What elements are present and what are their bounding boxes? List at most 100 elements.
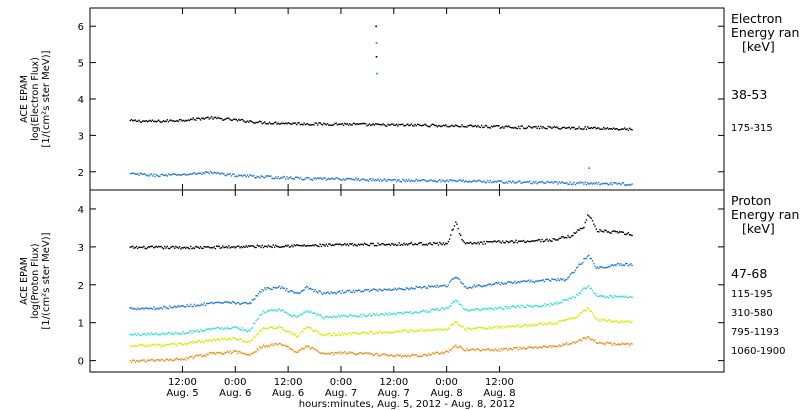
data-point bbox=[404, 288, 406, 291]
data-point bbox=[563, 182, 565, 184]
data-point bbox=[513, 347, 515, 349]
data-point bbox=[500, 327, 503, 329]
data-point bbox=[282, 176, 284, 178]
data-point bbox=[338, 351, 340, 353]
data-point bbox=[548, 305, 551, 307]
data-point bbox=[399, 124, 401, 126]
data-point bbox=[374, 314, 377, 316]
legend-unit: [keV] bbox=[742, 221, 775, 236]
data-point bbox=[615, 231, 617, 233]
y-tick-label: 2 bbox=[78, 281, 84, 292]
data-point bbox=[587, 286, 589, 288]
data-point bbox=[420, 242, 422, 244]
data-point bbox=[559, 182, 562, 184]
data-point bbox=[573, 297, 575, 299]
data-point bbox=[584, 221, 586, 224]
data-point bbox=[222, 302, 224, 304]
data-point bbox=[213, 327, 215, 329]
data-point bbox=[262, 344, 265, 346]
data-point bbox=[448, 179, 451, 181]
data-point bbox=[548, 181, 551, 184]
data-point bbox=[599, 341, 601, 343]
data-point bbox=[149, 334, 151, 336]
data-point bbox=[587, 214, 589, 216]
data-point bbox=[596, 183, 599, 185]
data-point bbox=[501, 240, 504, 242]
data-point bbox=[483, 240, 485, 243]
data-point bbox=[394, 178, 397, 181]
data-point bbox=[312, 347, 314, 349]
data-point bbox=[600, 128, 602, 130]
data-point bbox=[358, 179, 361, 182]
data-point bbox=[239, 175, 241, 177]
data-point bbox=[227, 301, 229, 303]
data-point bbox=[482, 126, 484, 129]
data-point bbox=[356, 245, 358, 247]
data-point bbox=[212, 327, 214, 330]
data-point bbox=[285, 289, 287, 292]
data-point bbox=[490, 349, 493, 351]
data-point bbox=[430, 354, 432, 356]
data-point bbox=[631, 129, 633, 131]
data-point bbox=[545, 278, 547, 281]
data-point bbox=[429, 311, 431, 313]
data-point bbox=[402, 355, 404, 357]
data-point bbox=[333, 244, 335, 247]
data-point bbox=[148, 246, 150, 248]
data-point bbox=[492, 307, 494, 310]
data-point bbox=[261, 123, 263, 125]
data-point bbox=[345, 178, 347, 180]
data-point bbox=[143, 333, 145, 336]
data-point bbox=[554, 181, 557, 183]
data-point bbox=[350, 124, 352, 126]
data-point bbox=[611, 296, 613, 298]
data-point bbox=[342, 244, 345, 246]
data-point bbox=[547, 125, 549, 128]
data-point bbox=[329, 332, 331, 335]
data-point bbox=[590, 217, 593, 220]
data-point bbox=[423, 124, 425, 126]
data-point bbox=[362, 122, 364, 125]
data-point bbox=[624, 320, 626, 323]
data-point bbox=[453, 345, 456, 348]
data-point bbox=[519, 326, 521, 328]
data-point bbox=[409, 180, 411, 183]
data-point bbox=[430, 285, 432, 288]
data-point bbox=[182, 247, 184, 249]
data-point bbox=[341, 244, 344, 246]
data-point bbox=[500, 127, 503, 129]
data-point bbox=[178, 119, 181, 121]
y-axis-label: log(Proton Flux) bbox=[30, 243, 41, 318]
data-point bbox=[593, 182, 595, 184]
data-point bbox=[423, 353, 425, 356]
data-point bbox=[293, 292, 295, 294]
data-point bbox=[405, 329, 408, 331]
data-point bbox=[335, 352, 337, 354]
data-point bbox=[169, 305, 171, 307]
data-point bbox=[498, 240, 500, 242]
data-point bbox=[187, 173, 189, 176]
data-point bbox=[177, 359, 180, 361]
data-point bbox=[370, 124, 372, 127]
data-point bbox=[150, 120, 152, 123]
data-point bbox=[541, 305, 543, 307]
data-point bbox=[228, 245, 230, 247]
data-point bbox=[241, 175, 244, 177]
data-point bbox=[187, 343, 189, 345]
data-point bbox=[420, 287, 422, 289]
data-point bbox=[408, 243, 410, 245]
data-point bbox=[515, 239, 517, 241]
data-point bbox=[392, 355, 394, 358]
data-point bbox=[345, 123, 347, 125]
data-point bbox=[558, 237, 560, 240]
data-point bbox=[495, 282, 498, 284]
data-point bbox=[171, 173, 173, 176]
data-point bbox=[292, 122, 294, 124]
data-point bbox=[302, 179, 304, 181]
series-115-195 bbox=[129, 254, 633, 311]
data-point bbox=[318, 177, 320, 180]
data-point bbox=[236, 301, 239, 304]
data-point bbox=[234, 302, 236, 304]
data-point bbox=[538, 239, 541, 241]
data-point bbox=[249, 341, 251, 344]
